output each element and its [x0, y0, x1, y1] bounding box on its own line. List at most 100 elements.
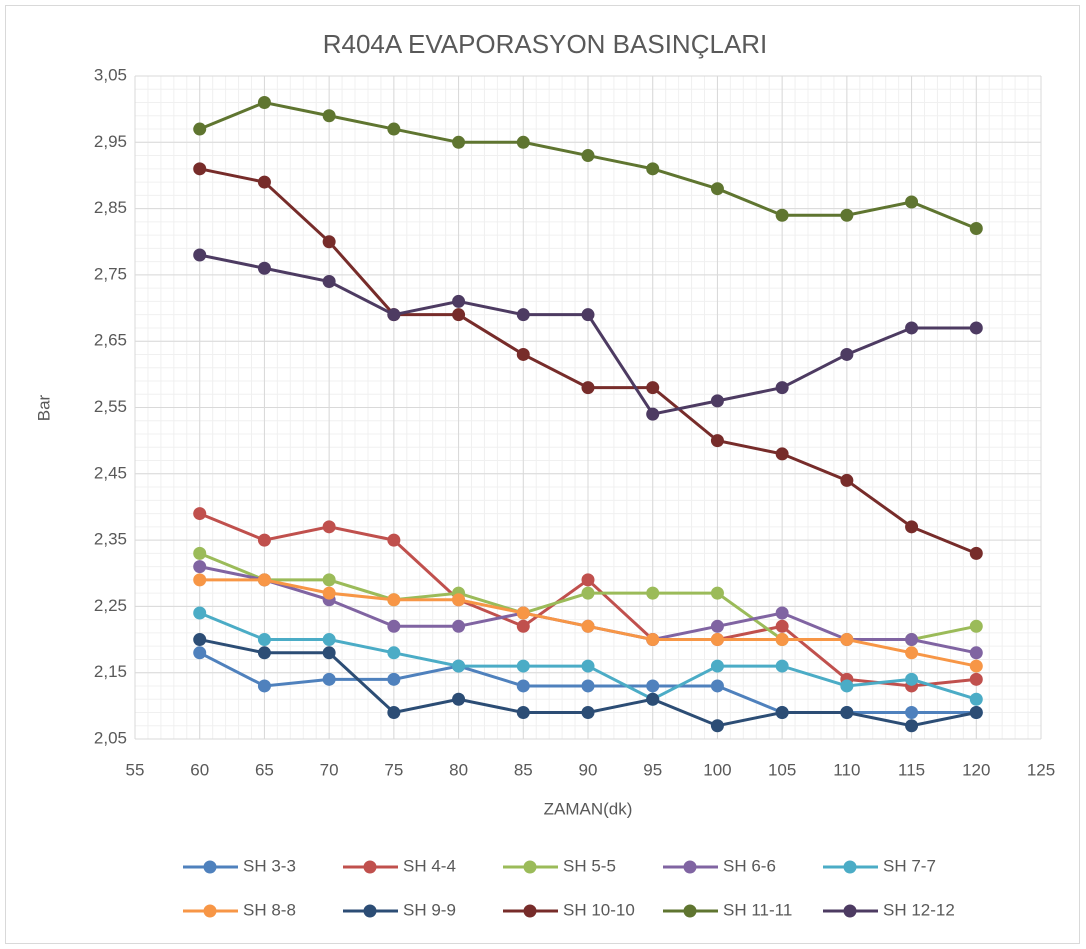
legend-marker	[683, 860, 697, 874]
data-point	[710, 659, 724, 673]
data-point	[516, 619, 530, 633]
x-tick-label: 110	[833, 760, 860, 779]
data-point	[775, 381, 789, 395]
data-point	[516, 347, 530, 361]
data-point	[710, 719, 724, 733]
legend-marker	[203, 904, 217, 918]
x-tick-label: 100	[703, 760, 731, 779]
data-point	[646, 586, 660, 600]
legend-label: SH 3-3	[243, 856, 296, 875]
data-point	[905, 195, 919, 209]
data-point	[387, 705, 401, 719]
data-point	[646, 633, 660, 647]
data-point	[710, 633, 724, 647]
x-tick-label: 90	[579, 760, 598, 779]
data-point	[516, 606, 530, 620]
y-tick-label: 2,35	[94, 530, 127, 549]
data-point	[905, 321, 919, 335]
data-point	[969, 546, 983, 560]
data-point	[322, 275, 336, 289]
data-point	[452, 593, 466, 607]
legend-label: SH 11-11	[723, 900, 792, 919]
data-point	[905, 520, 919, 534]
legend-marker	[203, 860, 217, 874]
x-tick-label: 80	[449, 760, 468, 779]
data-point	[193, 606, 207, 620]
data-point	[646, 162, 660, 176]
data-point	[581, 679, 595, 693]
data-point	[710, 619, 724, 633]
data-point	[775, 633, 789, 647]
data-point	[840, 679, 854, 693]
data-point	[646, 679, 660, 693]
data-point	[710, 679, 724, 693]
data-point	[322, 672, 336, 686]
data-point	[775, 659, 789, 673]
data-point	[905, 633, 919, 647]
data-point	[322, 573, 336, 587]
legend-label: SH 4-4	[403, 856, 456, 875]
data-point	[257, 646, 271, 660]
data-point	[905, 646, 919, 660]
data-point	[452, 659, 466, 673]
data-point	[322, 520, 336, 534]
data-point	[452, 692, 466, 706]
y-tick-label: 2,85	[94, 198, 127, 217]
data-point	[969, 692, 983, 706]
legend-marker	[523, 860, 537, 874]
data-point	[775, 606, 789, 620]
data-point	[840, 208, 854, 222]
data-point	[257, 533, 271, 547]
data-point	[193, 248, 207, 262]
data-point	[969, 221, 983, 235]
y-tick-label: 2,25	[94, 596, 127, 615]
data-point	[322, 646, 336, 660]
data-point	[775, 208, 789, 222]
legend-label: SH 9-9	[403, 900, 456, 919]
data-point	[840, 633, 854, 647]
data-point	[193, 507, 207, 521]
data-point	[387, 646, 401, 660]
data-point	[193, 633, 207, 647]
data-point	[257, 96, 271, 110]
y-tick-label: 2,95	[94, 132, 127, 151]
data-point	[193, 560, 207, 574]
data-point	[646, 381, 660, 395]
y-axis-label: Bar	[34, 394, 53, 421]
data-point	[193, 122, 207, 136]
legend-label: SH 12-12	[883, 900, 955, 919]
y-tick-label: 2,65	[94, 331, 127, 350]
x-tick-label: 105	[768, 760, 796, 779]
data-point	[322, 633, 336, 647]
legend-label: SH 6-6	[723, 856, 776, 875]
data-point	[969, 659, 983, 673]
y-tick-label: 3,05	[94, 65, 127, 84]
data-point	[581, 619, 595, 633]
data-point	[322, 109, 336, 123]
x-tick-label: 65	[255, 760, 274, 779]
data-point	[905, 672, 919, 686]
data-point	[969, 705, 983, 719]
data-point	[581, 308, 595, 322]
data-point	[905, 705, 919, 719]
data-point	[387, 308, 401, 322]
legend-marker	[843, 860, 857, 874]
legend-marker	[363, 860, 377, 874]
legend-marker	[363, 904, 377, 918]
data-point	[646, 692, 660, 706]
x-tick-label: 125	[1027, 760, 1055, 779]
data-point	[257, 573, 271, 587]
data-point	[581, 705, 595, 719]
y-tick-label: 2,45	[94, 463, 127, 482]
y-tick-label: 2,75	[94, 264, 127, 283]
data-point	[452, 294, 466, 308]
data-point	[193, 546, 207, 560]
data-point	[710, 394, 724, 408]
legend-marker	[683, 904, 697, 918]
data-point	[646, 407, 660, 421]
data-point	[581, 586, 595, 600]
x-tick-label: 115	[898, 760, 925, 779]
data-point	[710, 586, 724, 600]
x-tick-label: 70	[320, 760, 339, 779]
